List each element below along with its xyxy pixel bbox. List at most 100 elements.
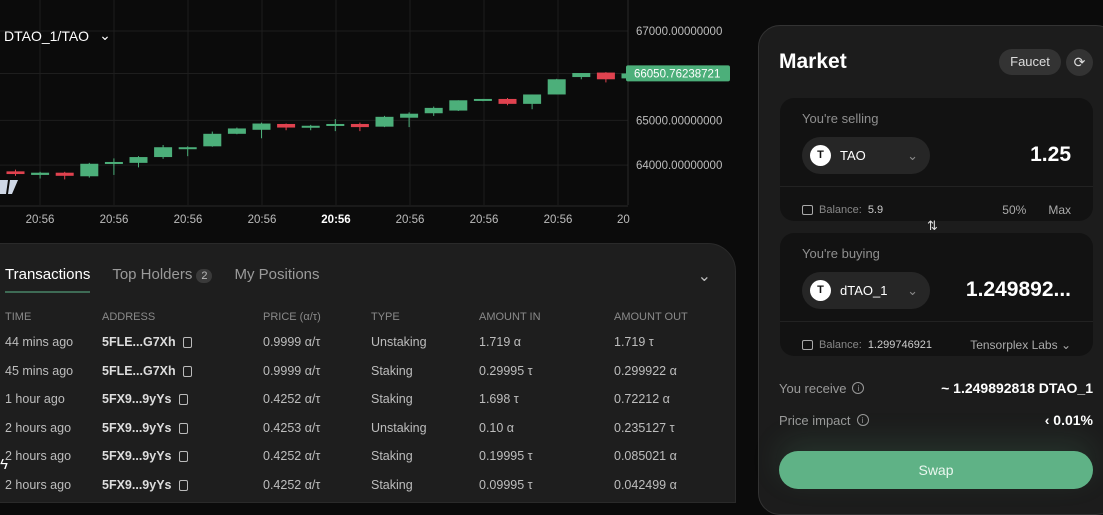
address-cell[interactable]: 5FLE...G7Xh <box>102 363 176 378</box>
table-row[interactable]: 44 mins ago 5FLE...G7Xh 0.9999 α/τ Unstakin… <box>5 328 714 357</box>
token-name: dTAO_1 <box>840 283 888 298</box>
selling-box: You're selling T TAO ⌄ 1.25 Balance: 5.9 50… <box>780 98 1093 221</box>
price-cell: 0.4252 α/τ <box>263 477 321 492</box>
faucet-button[interactable]: Faucet <box>999 49 1061 75</box>
x-tick-label: 20:56 <box>248 214 277 226</box>
market-panel: Market Faucet ⟳ You're selling T TAO ⌄ 1.2… <box>758 25 1103 515</box>
x-tick-label: 20 <box>617 214 630 226</box>
amount-out-cell: 1.719 τ <box>614 335 654 350</box>
wallet-icon <box>802 340 813 350</box>
sell-token-select[interactable]: T TAO ⌄ <box>802 137 930 174</box>
dtao-token-icon: T <box>810 280 831 301</box>
candle-body <box>277 123 296 128</box>
price-cell: 0.9999 α/τ <box>263 363 321 378</box>
table-row[interactable]: 2 hours ago 5FX9...9yYs 0.4252 α/τ Staking 0… <box>5 442 714 471</box>
copy-icon[interactable] <box>178 394 188 406</box>
swap-button[interactable]: Swap <box>779 451 1093 489</box>
copy-icon[interactable] <box>178 422 188 434</box>
chevron-down-icon: ⌄ <box>907 282 918 298</box>
amount-out-cell: 0.235127 τ <box>614 420 675 435</box>
copy-icon[interactable] <box>178 479 188 491</box>
candle-body <box>596 72 615 80</box>
tab-top-holders[interactable]: Top Holders 2 <box>112 266 213 293</box>
x-tick-label: 20:56 <box>26 214 55 226</box>
tab-my-positions[interactable]: My Positions <box>234 266 320 283</box>
pair-selector[interactable]: DTAO_1/TAO ⌄ <box>4 27 111 44</box>
token-name: TAO <box>840 148 866 163</box>
type-cell: Staking <box>371 392 413 407</box>
y-tick-label: 65000.00000000 <box>636 115 722 127</box>
info-icon[interactable]: i <box>856 414 869 426</box>
receive-row: You receive i ~ 1.249892818 DTAO_1 <box>779 380 1093 396</box>
candle-body <box>178 147 197 150</box>
selling-label: You're selling <box>802 111 879 126</box>
current-price-tag <box>626 65 730 82</box>
table-row[interactable]: 2 hours ago 5FX9...9yYs 0.4252 α/τ Staking 0… <box>5 471 714 500</box>
candle-body <box>498 98 517 104</box>
column-header: TYPE <box>371 311 400 323</box>
axis-background <box>629 0 740 207</box>
type-cell: Staking <box>371 477 413 492</box>
address-cell[interactable]: 5FX9...9yYs <box>102 392 172 407</box>
candle-body <box>523 94 542 104</box>
copy-icon[interactable] <box>182 337 192 349</box>
candle-body <box>375 116 394 127</box>
sell-amount-input[interactable]: 1.25 <box>1030 143 1071 166</box>
chevron-down-icon[interactable]: ⌄ <box>697 268 711 285</box>
amount-out-cell: 0.085021 α <box>614 449 677 464</box>
price-chart[interactable]: 67000.00000000 65000.00000000 64000.000000… <box>0 0 740 247</box>
refresh-icon[interactable]: ⟳ <box>1066 49 1093 76</box>
tab-label: Top Holders <box>112 266 193 283</box>
copy-icon[interactable] <box>178 451 188 463</box>
candle-body <box>55 172 74 176</box>
table-row[interactable]: 1 hour ago 5FX9...9yYs 0.4252 α/τ Staking 1.… <box>5 385 714 414</box>
candle-body <box>301 125 320 128</box>
pair-label: DTAO_1/TAO <box>4 27 90 44</box>
address-cell[interactable]: 5FX9...9yYs <box>102 477 172 492</box>
balance-value: 5.9 <box>867 204 884 216</box>
tab-transactions[interactable]: Transactions <box>5 266 91 293</box>
half-button[interactable]: 50% <box>1002 203 1027 217</box>
validator-select[interactable]: Tensorplex Labs ⌄ <box>970 338 1071 352</box>
address-cell[interactable]: 5FLE...G7Xh <box>102 335 176 350</box>
x-tick-label: 20:56 <box>321 214 350 226</box>
candle-body <box>449 100 468 111</box>
address-cell[interactable]: 5FX9...9yYs <box>102 420 172 435</box>
lightning-icon[interactable]: ϟ <box>0 456 8 473</box>
impact-label: Price impact <box>779 412 851 428</box>
wallet-icon <box>802 205 813 215</box>
time-cell: 1 hour ago <box>5 392 65 407</box>
balance-label: Balance: <box>819 339 862 351</box>
table-row[interactable]: 2 hours ago 5FX9...9yYs 0.4253 α/τ Unstakin… <box>5 414 714 443</box>
info-icon[interactable]: i <box>852 382 865 394</box>
candle-body <box>572 73 591 78</box>
amount-in-cell: 1.719 α <box>479 335 521 350</box>
candlestick-chart: 67000.00000000 65000.00000000 64000.000000… <box>0 0 740 247</box>
buying-label: You're buying <box>802 246 880 261</box>
table-row[interactable]: 45 mins ago 5FLE...G7Xh 0.9999 α/τ Staking 0… <box>5 357 714 386</box>
amount-out-cell: 0.299922 α <box>614 363 677 378</box>
max-button[interactable]: Max <box>1048 203 1071 217</box>
candle-body <box>473 98 492 101</box>
copy-icon[interactable] <box>182 365 192 377</box>
column-header: TIME <box>5 311 32 323</box>
price-cell: 0.9999 α/τ <box>263 335 321 350</box>
candle-body <box>350 123 369 128</box>
buy-amount: 1.249892... <box>965 278 1071 301</box>
amount-out-cell: 0.042499 α <box>614 477 677 492</box>
candle-body <box>6 171 25 175</box>
column-header: PRICE (α/τ) <box>263 311 321 323</box>
candle-body <box>400 113 419 118</box>
tao-token-icon: T <box>810 145 831 166</box>
candle-body <box>31 172 50 175</box>
balance-label: Balance: <box>819 204 862 216</box>
swap-direction-icon[interactable]: ⇅ <box>927 218 938 233</box>
candle-body <box>203 133 222 147</box>
market-title: Market <box>779 50 847 73</box>
type-cell: Unstaking <box>371 420 427 435</box>
current-price-label: 66050.76238721 <box>634 68 720 80</box>
type-cell: Unstaking <box>371 335 427 350</box>
address-cell[interactable]: 5FX9...9yYs <box>102 449 172 464</box>
column-header: ADDRESS <box>102 311 156 323</box>
